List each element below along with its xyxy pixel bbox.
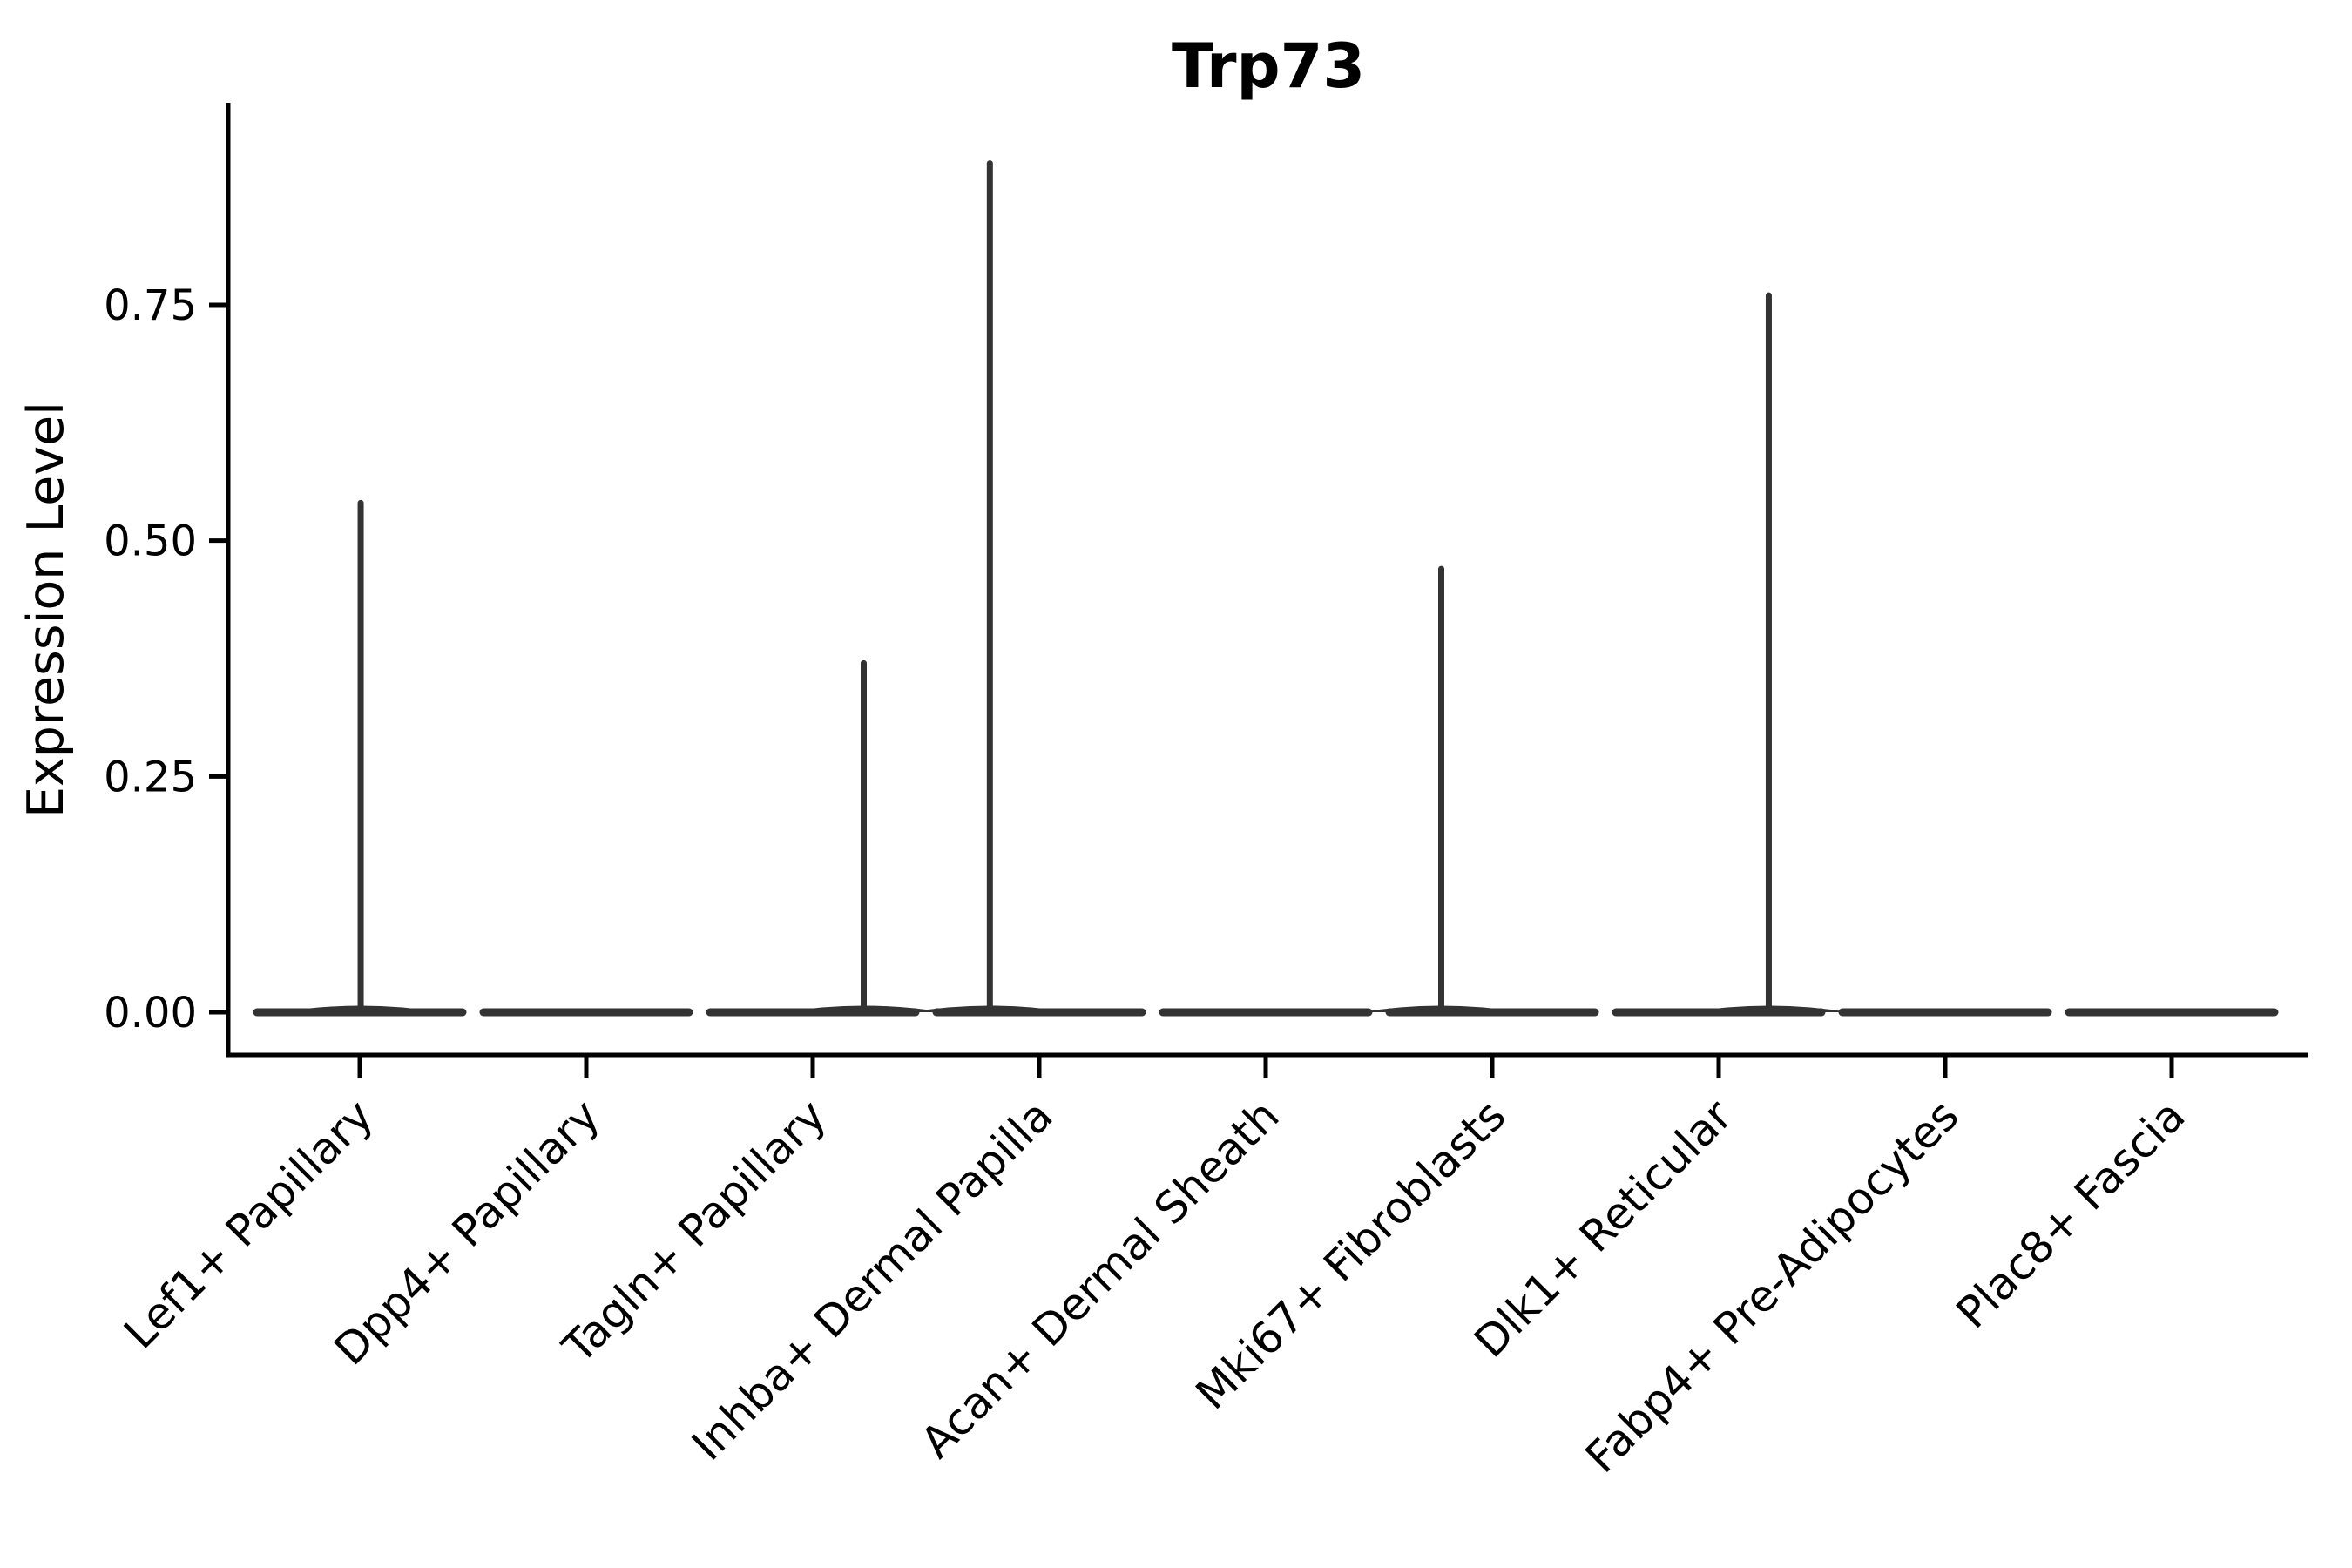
axes <box>226 103 2308 1058</box>
x-tick-label: Acan+ Dermal Sheath <box>911 1090 1289 1468</box>
y-tick-label: 0.75 <box>104 281 197 330</box>
y-tick-label: 0.50 <box>104 517 197 566</box>
x-tick-label: Inhba+ Dermal Papilla <box>682 1090 1062 1470</box>
y-tick-label: 0.00 <box>104 989 197 1037</box>
y-tick-label: 0.25 <box>104 753 197 801</box>
y-axis-title: Expression Level <box>17 402 75 818</box>
x-tick-label: Fabp4+ Pre-Adipocytes <box>1576 1090 1969 1483</box>
x-tick-label: Lef1+ Papillary <box>114 1090 382 1358</box>
x-tick-label: Plac8+ Fascia <box>1947 1090 2195 1338</box>
chart-title: Trp73 <box>1172 30 1365 102</box>
